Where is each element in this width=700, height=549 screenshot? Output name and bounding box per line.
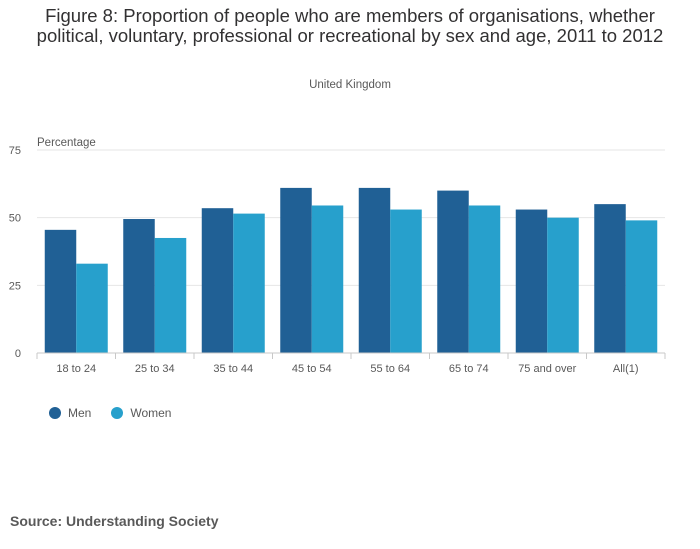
legend-marker-women xyxy=(111,407,124,419)
chart-title: Figure 8: Proportion of people who are m… xyxy=(36,5,664,46)
x-tick-label: All(1) xyxy=(613,363,639,375)
bar-men-1 xyxy=(123,219,155,353)
bar-men-5 xyxy=(437,190,469,353)
x-tick-label: 18 to 24 xyxy=(56,363,96,375)
bar-women-4 xyxy=(390,209,422,353)
bar-men-6 xyxy=(515,209,548,353)
legend-marker-men xyxy=(49,407,61,419)
bar-men-3 xyxy=(280,187,312,353)
bar-men-7 xyxy=(594,204,626,353)
legend-label-women: Women xyxy=(130,406,172,420)
x-tick-label: 75 and over xyxy=(518,363,576,375)
chart-subtitle: United Kingdom xyxy=(309,79,391,91)
bar-women-3 xyxy=(311,205,344,353)
y-tick-label: 25 xyxy=(9,280,21,292)
bar-men-4 xyxy=(358,187,391,353)
y-tick-label: 75 xyxy=(9,145,21,157)
legend-item-men[interactable]: Men xyxy=(49,406,91,420)
legend-label-men: Men xyxy=(68,406,92,420)
y-tick-label: 0 xyxy=(15,348,21,360)
source-note: Source: Understanding Society xyxy=(10,513,219,529)
y-axis-label: Percentage xyxy=(37,137,96,149)
legend-item-women[interactable]: Women xyxy=(111,406,171,420)
y-tick-label: 50 xyxy=(9,213,21,225)
bar-women-0 xyxy=(76,263,108,353)
x-tick-label: 45 to 54 xyxy=(292,363,332,375)
bar-women-7 xyxy=(625,220,658,353)
bar-women-5 xyxy=(468,205,501,353)
x-tick-label: 65 to 74 xyxy=(449,363,489,375)
x-tick-label: 35 to 44 xyxy=(213,363,253,375)
bar-women-6 xyxy=(547,217,579,353)
bar-men-0 xyxy=(44,229,77,353)
bar-women-2 xyxy=(233,213,265,353)
x-tick-label: 25 to 34 xyxy=(135,363,175,375)
bar-men-2 xyxy=(201,208,234,353)
x-tick-label: 55 to 64 xyxy=(370,363,410,375)
legend: Men Women xyxy=(49,406,191,420)
bar-women-1 xyxy=(154,237,187,353)
